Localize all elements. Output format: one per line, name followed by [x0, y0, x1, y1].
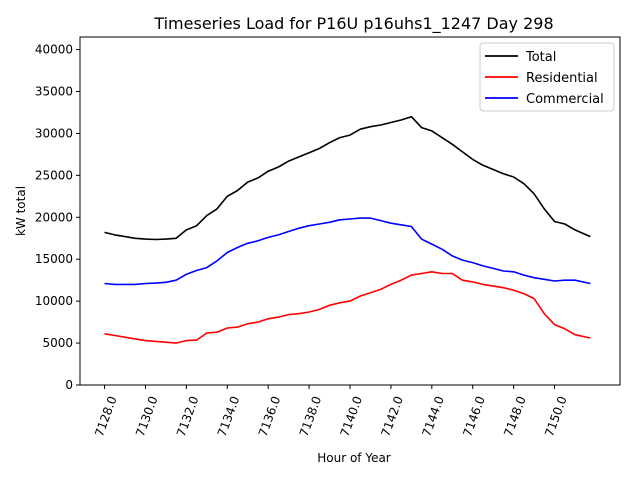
y-tick-label: 0 [65, 378, 73, 392]
legend-label-residential: Residential [526, 71, 598, 86]
series-line-commercial [104, 217, 591, 286]
series-layer [104, 115, 591, 344]
legend-label-commercial: Commercial [526, 92, 604, 107]
chart-title: Timeseries Load for P16U p16uhs1_1247 Da… [153, 14, 553, 34]
x-axis-label: Hour of Year [317, 451, 391, 465]
x-tick-label: 7130.0 [133, 394, 161, 438]
x-tick-label: 7150.0 [542, 394, 570, 438]
y-axis-label: kW total [14, 186, 28, 236]
y-tick-label: 10000 [35, 294, 73, 308]
series-line-residential [104, 270, 591, 344]
y-tick-label: 40000 [35, 43, 73, 57]
y-tick-label: 25000 [35, 168, 73, 182]
y-tick-label: 30000 [35, 126, 73, 140]
x-tick-label: 7134.0 [215, 394, 243, 438]
x-tick-label: 7140.0 [338, 394, 366, 438]
x-tick-label: 7138.0 [297, 394, 325, 438]
x-tick-label: 7146.0 [460, 394, 488, 438]
x-tick-label: 7144.0 [419, 394, 447, 438]
x-tick-label: 7148.0 [501, 394, 529, 438]
legend-label-total: Total [525, 50, 556, 65]
y-tick-label: 15000 [35, 252, 73, 266]
legend: Total Residential Commercial [479, 42, 615, 112]
x-tick-label: 7136.0 [256, 394, 284, 438]
x-tick-label: 7142.0 [378, 394, 406, 438]
x-tick-label: 7132.0 [174, 394, 202, 438]
y-tick-label: 5000 [42, 336, 73, 350]
y-tick-label: 20000 [35, 210, 73, 224]
y-tick-label: 35000 [35, 85, 73, 99]
legend-box [479, 42, 615, 112]
series-line-total [104, 115, 591, 241]
x-tick-label: 7128.0 [92, 394, 120, 438]
